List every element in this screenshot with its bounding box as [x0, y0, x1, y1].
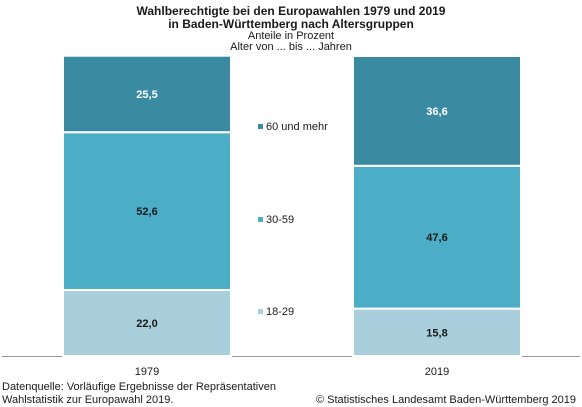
chart-subtitle-line-2: Alter von ... bis ... Jahren [230, 41, 352, 53]
legend-swatch-0 [258, 309, 263, 314]
legend-label-0: 18-29 [266, 306, 294, 318]
chart-subtitle-line-1: Anteile in Prozent [247, 30, 335, 42]
source-note-line-2: Wahlstatistik zur Europawahl 2019. [2, 394, 174, 406]
legend-swatch-1 [258, 217, 263, 222]
x-tick-label-1979: 1979 [135, 366, 159, 378]
legend-label-2: 60 und mehr [266, 121, 328, 133]
legend-swatch-2 [258, 124, 263, 129]
x-tick-label-2019: 2019 [425, 366, 449, 378]
chart-title-line-2: in Baden-Württemberg nach Altersgruppen [168, 17, 414, 31]
bar-segment-2019-2 [352, 55, 522, 167]
data-label-2019-1: 47,6 [426, 232, 447, 244]
source-note-line-1: Datenquelle: Vorläufige Ergebnisse der R… [2, 381, 276, 393]
bar-segment-1979-2 [62, 54, 232, 134]
data-label-1979-2: 25,5 [136, 89, 157, 101]
bar-segment-1979-0 [62, 289, 232, 357]
chart-title-line-1: Wahlberechtigte bei den Europawahlen 197… [136, 4, 446, 18]
data-label-1979-1: 52,6 [136, 206, 157, 218]
data-label-1979-0: 22,0 [136, 318, 157, 330]
legend-label-1: 30-59 [266, 214, 294, 226]
bar-segment-1979-1 [62, 131, 232, 291]
data-label-2019-0: 15,8 [426, 327, 447, 339]
data-label-2019-2: 36,6 [426, 106, 447, 118]
copyright-note: © Statistisches Landesamt Baden-Württemb… [315, 394, 576, 406]
